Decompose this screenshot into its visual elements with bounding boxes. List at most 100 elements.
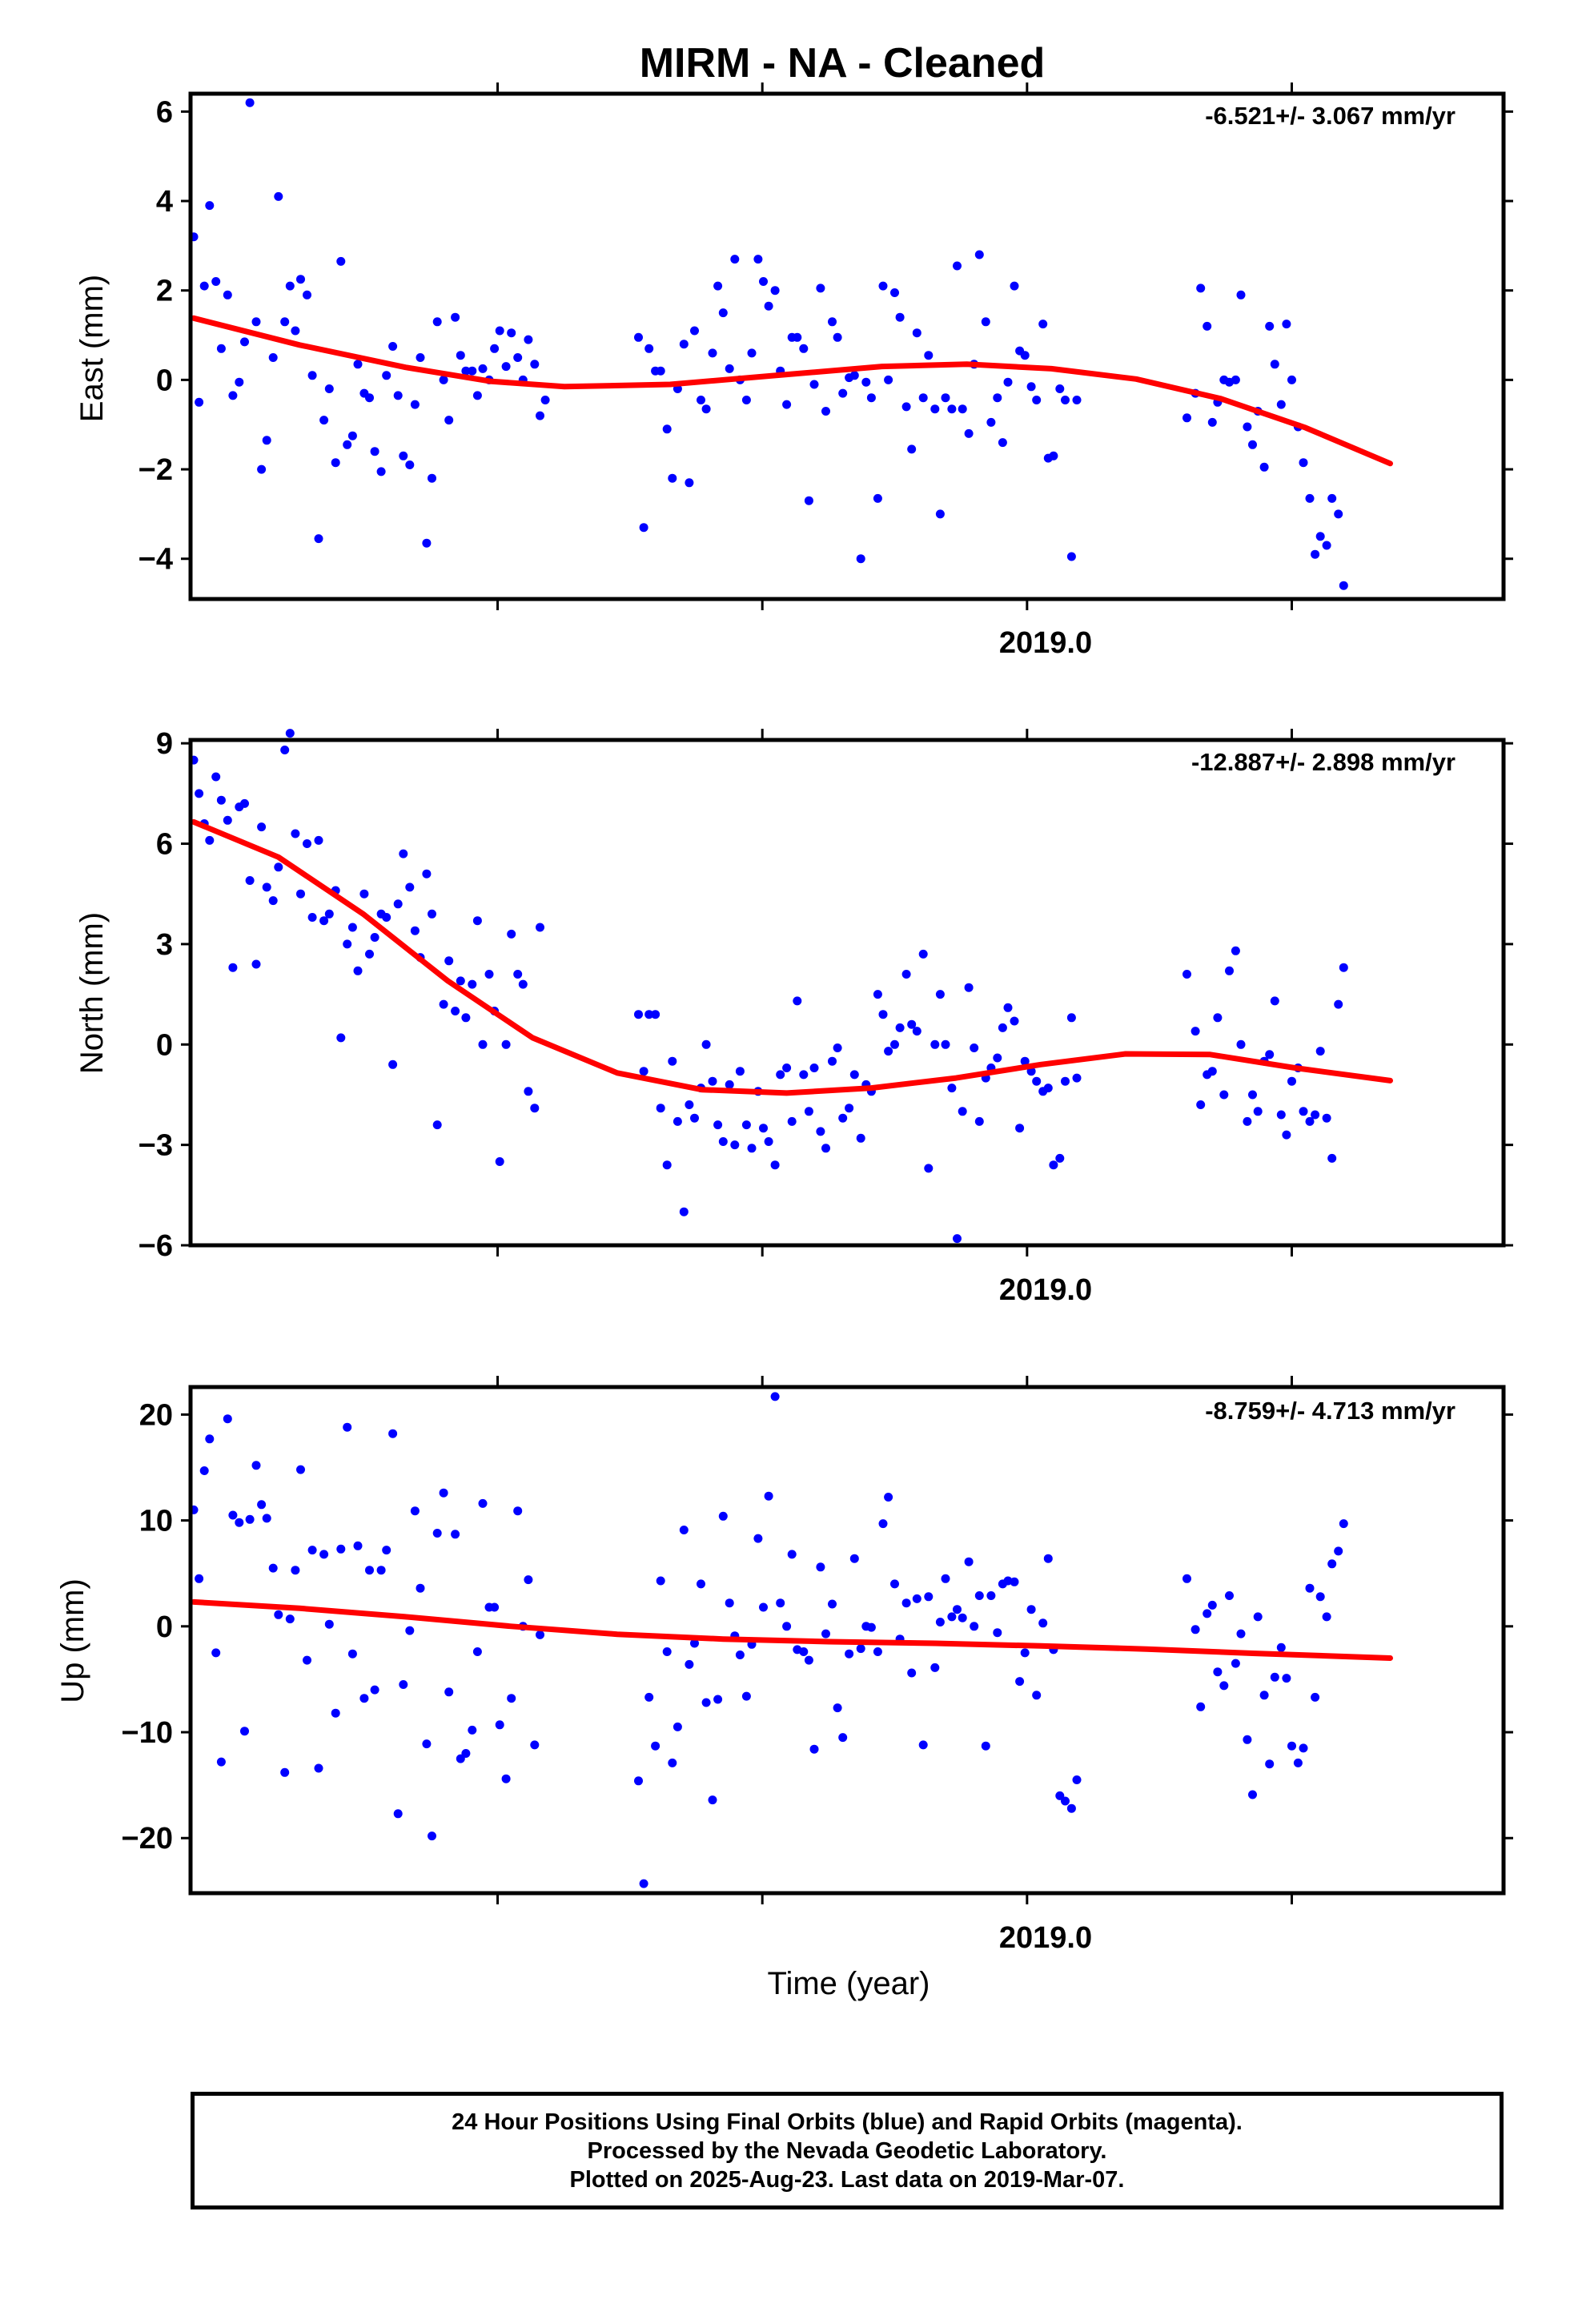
up-data-point [478, 1498, 488, 1508]
north-data-point [524, 1087, 533, 1096]
caption-line-2: Processed by the Nevada Geodetic Laborat… [587, 2137, 1107, 2164]
east-year-tick-label: 2019.0 [999, 626, 1092, 660]
up-ytick-label: 20 [139, 1398, 173, 1432]
north-data-point [958, 1107, 967, 1116]
east-data-point [451, 312, 460, 322]
east-data-point [1032, 396, 1042, 404]
north-data-point [303, 839, 311, 848]
north-data-point [365, 949, 374, 959]
up-data-point [501, 1774, 511, 1783]
north-data-point [1287, 1076, 1296, 1086]
east-data-point [1207, 417, 1217, 427]
east-data-point [895, 312, 905, 322]
up-data-point [353, 1541, 363, 1550]
east-data-point [303, 290, 311, 300]
east-data-point [314, 534, 323, 544]
east-data-point [324, 384, 334, 393]
up-data-point [718, 1511, 728, 1521]
north-data-point [725, 1080, 734, 1089]
up-data-point [268, 1563, 278, 1573]
east-data-point [211, 277, 221, 286]
north-data-point [1276, 1110, 1286, 1120]
up-data-point [993, 1628, 1002, 1638]
east-data-point [759, 277, 768, 286]
north-data-point [998, 1023, 1007, 1032]
up-data-point [296, 1465, 305, 1474]
east-panel: East (mm) -6.521+/- 3.067 mm/yr 2019.0 6… [74, 82, 1513, 660]
north-data-point [501, 1039, 511, 1049]
east-data-point [1270, 360, 1279, 369]
up-data-point [359, 1694, 369, 1703]
up-data-point [662, 1647, 672, 1656]
east-data-point [399, 451, 408, 460]
north-data-point [223, 815, 232, 825]
east-data-point [1243, 422, 1252, 432]
up-data-point [1038, 1618, 1048, 1628]
north-data-point [1225, 966, 1234, 975]
north-data-point [764, 1137, 773, 1146]
east-data-point [1231, 375, 1240, 384]
east-ytick-label: 4 [156, 185, 173, 219]
up-data-point [262, 1514, 271, 1523]
north-data-point [216, 795, 226, 805]
north-data-point [804, 1107, 813, 1116]
north-ytick-label: 9 [156, 727, 173, 761]
north-data-point [1066, 1013, 1076, 1023]
north-data-point [1182, 970, 1191, 979]
east-data-point [456, 351, 465, 360]
east-data-point [639, 523, 648, 533]
up-data-point [1072, 1775, 1082, 1784]
up-data-point [513, 1506, 523, 1516]
north-data-point [993, 1053, 1002, 1063]
north-data-point [644, 1010, 654, 1019]
north-data-point [833, 1043, 842, 1052]
north-data-point [1322, 1113, 1331, 1123]
north-data-point [1265, 1050, 1275, 1059]
north-data-point [651, 1010, 661, 1019]
up-data-point [331, 1708, 340, 1718]
up-data-point [918, 1740, 928, 1750]
up-data-point [974, 1591, 984, 1600]
east-data-point [679, 340, 689, 349]
east-data-point [701, 404, 711, 414]
east-data-point [930, 404, 940, 414]
east-data-point [251, 317, 261, 327]
east-data-point [428, 473, 436, 483]
east-ytick-label: 6 [156, 95, 173, 129]
up-data-point [679, 1526, 689, 1534]
north-ytick-label: −6 [139, 1229, 173, 1263]
east-data-point [793, 332, 802, 342]
up-data-point [1020, 1648, 1030, 1658]
up-data-point [410, 1506, 420, 1516]
north-data-point [821, 1144, 830, 1153]
east-data-point [634, 332, 643, 342]
up-data-point [964, 1557, 974, 1566]
north-data-point [507, 929, 516, 939]
east-data-point [1311, 549, 1320, 559]
east-data-point [490, 344, 500, 353]
east-data-point [1038, 320, 1048, 329]
north-data-point [873, 990, 882, 999]
east-data-point [833, 332, 842, 342]
east-data-point [410, 400, 420, 409]
up-data-point [804, 1655, 813, 1665]
east-data-point [524, 335, 533, 344]
up-data-point [935, 1618, 945, 1626]
up-data-point [274, 1610, 283, 1619]
east-data-point [478, 364, 488, 373]
north-data-point [1248, 1090, 1257, 1100]
east-data-point [376, 467, 386, 476]
up-data-point [393, 1809, 403, 1819]
up-data-point [507, 1694, 516, 1703]
east-data-point [268, 353, 278, 362]
north-data-point [495, 1157, 504, 1166]
caption-box: 24 Hour Positions Using Final Orbits (bl… [191, 2092, 1504, 2209]
up-data-point [735, 1651, 745, 1659]
east-data-point [804, 496, 813, 505]
east-data-point [1020, 351, 1030, 360]
up-data-point [1282, 1674, 1291, 1683]
east-data-point [866, 393, 876, 403]
chart-title: MIRM - NA - Cleaned [640, 40, 1046, 86]
north-rate-annotation: -12.887+/- 2.898 mm/yr [1191, 748, 1456, 776]
north-data-point [816, 1127, 825, 1136]
